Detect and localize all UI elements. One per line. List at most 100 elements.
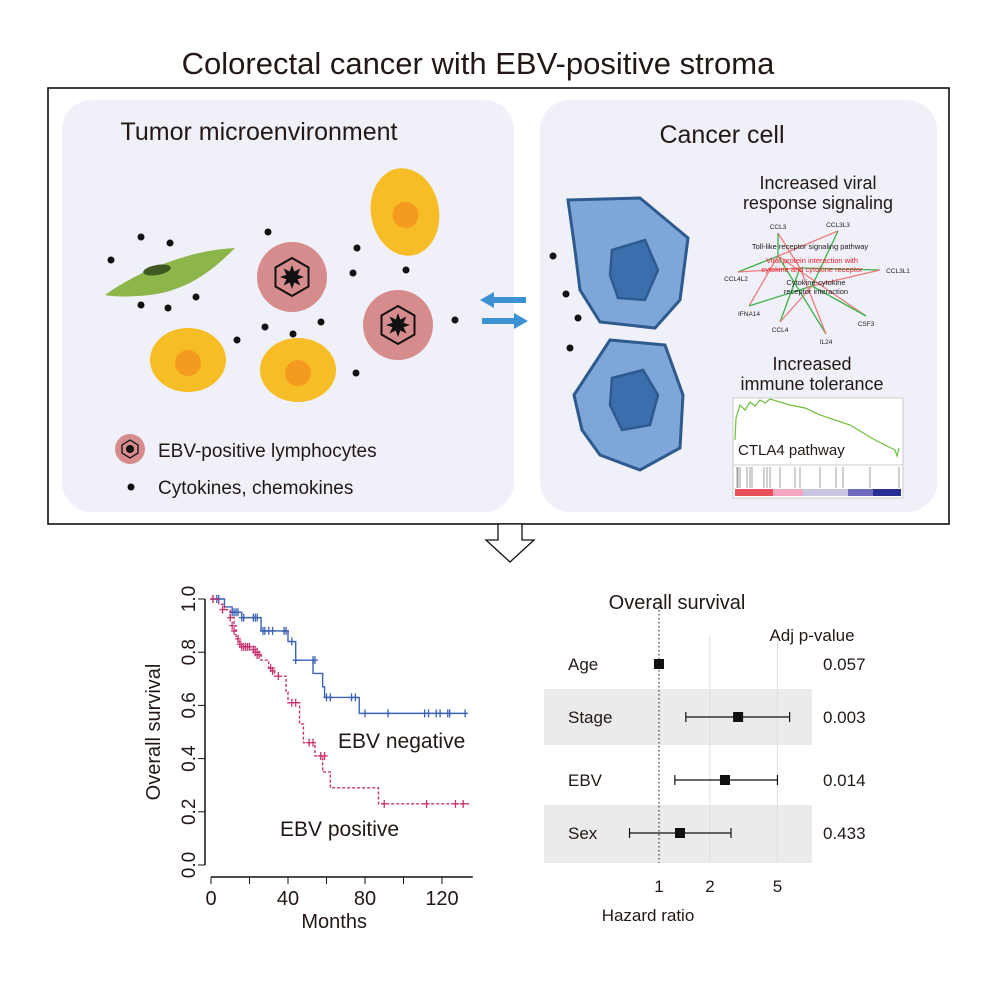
cytokine-dot xyxy=(317,318,325,326)
x-axis-label: Months xyxy=(301,911,367,933)
cytokine-dot xyxy=(289,330,297,338)
censor-mark xyxy=(425,709,432,718)
cancer-cell-icon xyxy=(566,196,690,330)
censor-mark xyxy=(446,709,453,718)
censor-mark xyxy=(269,626,276,635)
network-edge xyxy=(799,267,827,335)
left-panel-title: Tumor microenvironment xyxy=(121,118,398,146)
legend-ebv-lymphocytes: EBV-positive lymphocytes xyxy=(158,441,377,462)
pathway-label: cytokine and cytokine receptor xyxy=(761,265,863,274)
censor-mark xyxy=(352,693,359,702)
censor-mark xyxy=(231,626,238,635)
x-tick-label: 1 xyxy=(654,877,663,896)
row-label: EBV xyxy=(568,771,603,790)
censor-mark xyxy=(283,626,290,635)
immune-cell-icon xyxy=(150,328,226,392)
x-tick-label: 5 xyxy=(773,877,782,896)
censor-mark xyxy=(256,650,263,659)
network-edge xyxy=(811,230,839,287)
cytokine-dot xyxy=(549,252,557,260)
censor-mark xyxy=(240,613,247,622)
cytokine-dot xyxy=(192,293,200,301)
censor-mark xyxy=(219,605,226,614)
forest-title: Overall survival xyxy=(609,592,746,614)
gene-label: CCL3L1 xyxy=(886,268,910,275)
hazard-ratio-point xyxy=(719,775,730,785)
network-edge xyxy=(748,255,779,307)
censor-mark xyxy=(234,608,241,617)
network-edge xyxy=(811,269,881,287)
ebv-lymphocyte-icon xyxy=(363,290,433,360)
hazard-ratio-point xyxy=(733,712,744,722)
censor-mark xyxy=(292,656,299,665)
x-tick-label: 80 xyxy=(354,888,376,910)
censor-mark xyxy=(452,799,459,808)
cytokine-dot xyxy=(166,239,174,247)
censor-mark xyxy=(269,666,276,675)
cancer-cell-icon xyxy=(572,338,685,472)
censor-mark xyxy=(209,595,216,603)
cytokine-dot xyxy=(137,233,145,241)
y-tick-label: 1.0 xyxy=(179,586,200,612)
pathway-label: receptor interaction xyxy=(784,287,848,296)
row-label: Sex xyxy=(568,824,598,843)
gsea-title-1: Increased xyxy=(772,354,851,374)
censor-mark xyxy=(229,621,236,630)
censor-mark xyxy=(254,613,261,622)
censor-mark xyxy=(327,693,334,702)
hazard-ratio-point xyxy=(654,659,664,669)
km-curve-ebv-negative xyxy=(211,598,468,715)
cytokine-dot xyxy=(402,266,410,274)
cytokine-dot xyxy=(451,316,459,324)
network-edge xyxy=(799,267,881,271)
x-axis-label: Hazard ratio xyxy=(602,906,695,925)
network-edge xyxy=(777,255,827,335)
pathway-label: Cytokine-cytokine xyxy=(786,278,845,287)
censor-mark xyxy=(381,799,388,808)
network-edge xyxy=(748,285,813,307)
gene-label: IFNA14 xyxy=(738,311,760,318)
network-edge xyxy=(737,267,801,273)
network-edge xyxy=(779,285,813,323)
gsea-enrichment-plot xyxy=(732,397,904,499)
cytokine-dot xyxy=(562,290,570,298)
network-title-1: Increased viral xyxy=(759,173,876,193)
forest-plot: Overall survival Adj p-value Age 0.057 Stage… xyxy=(544,592,866,925)
censor-mark xyxy=(311,656,318,665)
x-tick-label: 120 xyxy=(425,888,458,910)
fibroblast-icon xyxy=(105,248,235,297)
x-tick-label: 2 xyxy=(705,877,714,896)
censor-mark xyxy=(460,799,467,808)
censor-mark xyxy=(246,642,253,651)
gsea-title-2: immune tolerance xyxy=(740,374,883,394)
immune-cell-icon xyxy=(370,168,440,256)
pvalue-header: Adj p-value xyxy=(769,626,854,645)
p-value: 0.057 xyxy=(823,655,866,674)
y-tick-label: 0.4 xyxy=(179,745,200,772)
legend-cytokines: Cytokines, chemokines xyxy=(158,478,353,499)
immune-cell-icon xyxy=(260,338,336,402)
p-value: 0.014 xyxy=(823,771,866,790)
network-edge xyxy=(811,285,867,317)
gene-label: CCL4L2 xyxy=(724,276,748,283)
network-edge xyxy=(777,230,839,257)
row-label: Stage xyxy=(568,708,612,727)
censor-mark xyxy=(462,709,469,718)
gene-label: CCL3L3 xyxy=(826,222,850,229)
p-value: 0.433 xyxy=(823,824,866,843)
cytokine-dot xyxy=(233,336,241,344)
pathway-label: Toll-like receptor signaling pathway xyxy=(752,242,869,251)
gene-label: CSF3 xyxy=(858,321,875,328)
gene-label: CCL4 xyxy=(772,327,789,334)
ebv-lymphocyte-legend xyxy=(115,434,145,464)
right-panel-title: Cancer cell xyxy=(659,121,784,149)
censor-mark xyxy=(385,709,392,718)
network-edge xyxy=(777,255,867,317)
network-edge xyxy=(737,255,779,273)
series-label-ebv-negative: EBV negative xyxy=(338,730,465,753)
censor-mark xyxy=(234,634,241,643)
cytokine-dot xyxy=(264,228,272,236)
censor-mark xyxy=(321,751,328,760)
